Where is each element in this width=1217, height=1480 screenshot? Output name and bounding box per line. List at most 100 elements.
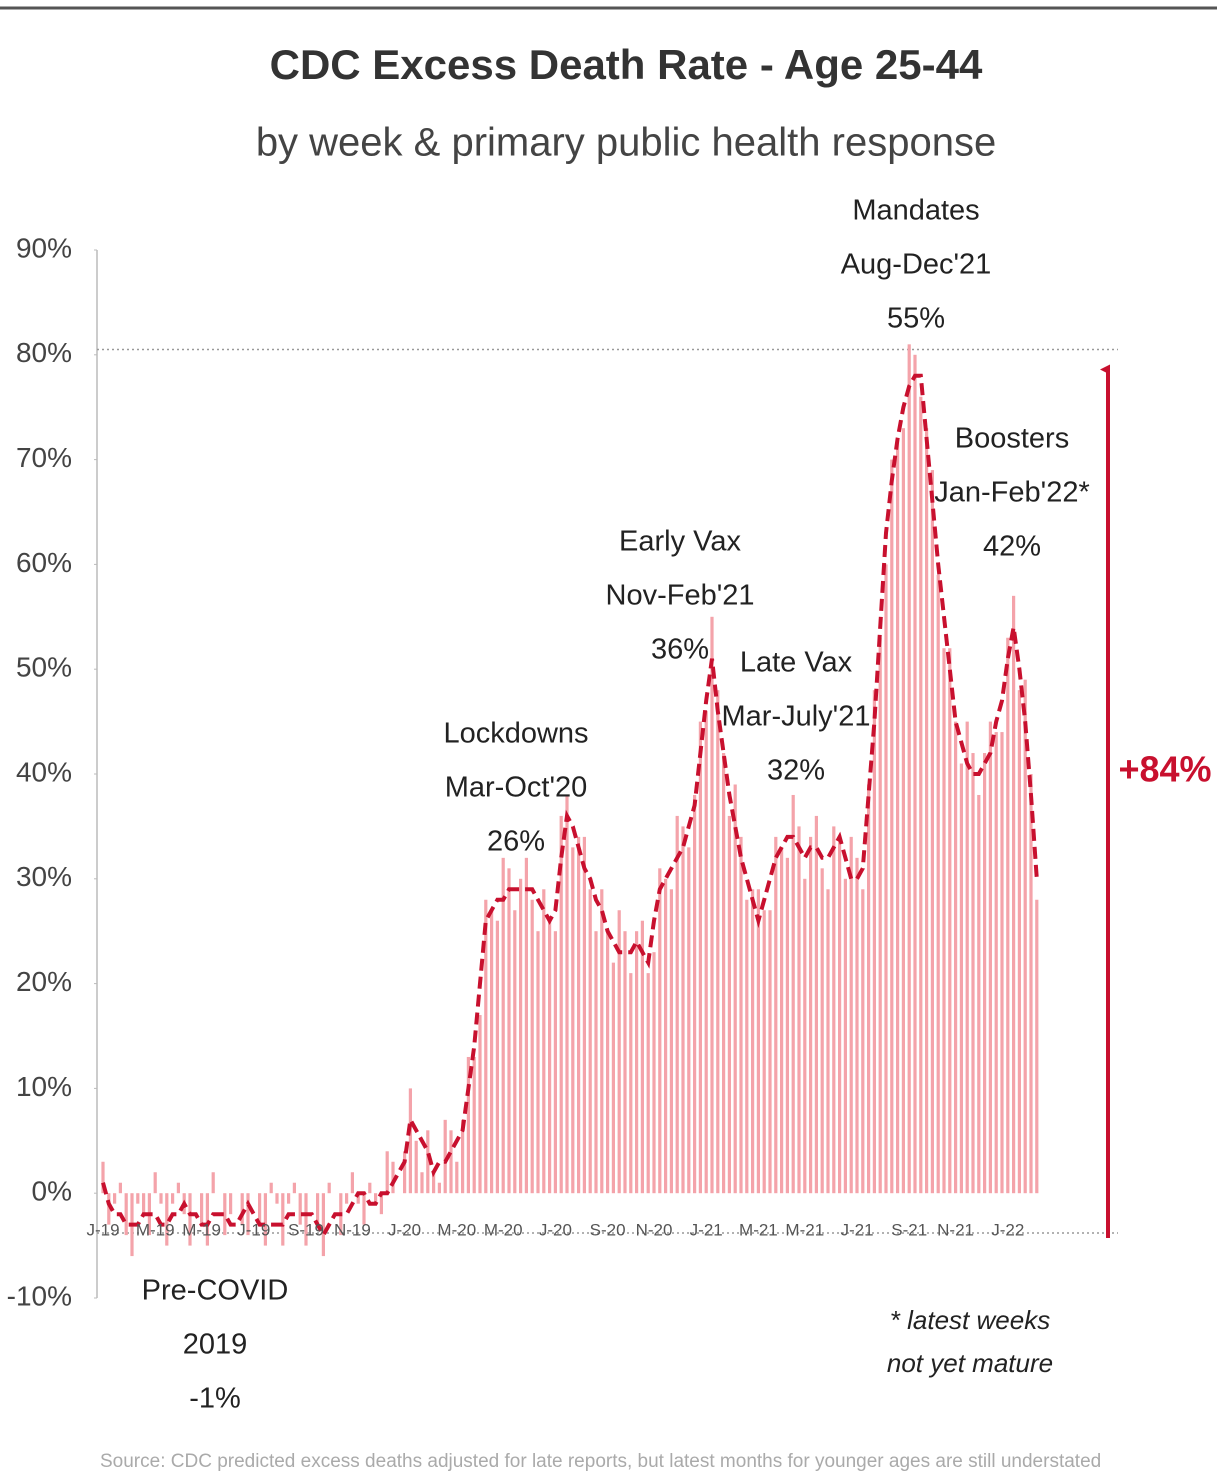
- footnote: * latest weeks: [890, 1305, 1050, 1335]
- x-tick-label: M-21: [785, 1221, 824, 1240]
- bar: [826, 889, 830, 1194]
- bar: [501, 857, 505, 1194]
- bar: [368, 1182, 372, 1194]
- bar: [356, 1193, 360, 1204]
- annotation: Pre-COVID: [142, 1275, 289, 1307]
- y-tick-label: 0%: [32, 1176, 72, 1207]
- bar: [693, 794, 697, 1194]
- bar: [1023, 679, 1027, 1194]
- bar: [669, 889, 673, 1194]
- bar: [408, 1088, 412, 1194]
- y-tick-label: 80%: [16, 337, 72, 368]
- bar: [391, 1161, 395, 1194]
- bar: [768, 910, 772, 1194]
- bar: [304, 1193, 308, 1246]
- x-tick-label: N-21: [937, 1221, 974, 1240]
- bar: [623, 931, 627, 1194]
- bar: [936, 574, 940, 1194]
- bar: [524, 857, 528, 1194]
- bar: [925, 428, 929, 1194]
- bar: [919, 396, 923, 1194]
- bar: [652, 952, 656, 1194]
- x-tick-label: M-21: [739, 1221, 778, 1240]
- annotation: 55%: [887, 303, 945, 335]
- annotation: Mar-Oct'20: [445, 772, 588, 804]
- bar: [785, 857, 789, 1194]
- bar: [954, 721, 958, 1194]
- bar: [617, 910, 621, 1194]
- y-tick-label: 50%: [16, 652, 72, 683]
- bar: [374, 1193, 378, 1204]
- bar: [1012, 595, 1016, 1194]
- bar: [107, 1193, 111, 1225]
- bar: [1000, 732, 1004, 1194]
- bar: [443, 1119, 447, 1194]
- bar: [136, 1193, 140, 1204]
- bar: [142, 1193, 146, 1215]
- bar: [466, 1056, 470, 1194]
- bar: [606, 931, 610, 1194]
- x-tick-label: M-19: [182, 1221, 221, 1240]
- bar: [327, 1182, 331, 1194]
- bar: [432, 1172, 436, 1194]
- x-tick-label: M-19: [136, 1221, 175, 1240]
- bar: [292, 1182, 296, 1194]
- bar: [832, 826, 836, 1194]
- bar: [275, 1193, 279, 1204]
- x-tick-label: J-19: [86, 1221, 119, 1240]
- bar: [890, 459, 894, 1194]
- bar: [867, 784, 871, 1194]
- bar: [698, 721, 702, 1194]
- bar: [611, 962, 615, 1194]
- bar: [878, 637, 882, 1194]
- bar: [745, 899, 749, 1194]
- bar: [959, 763, 963, 1194]
- bar: [658, 868, 662, 1194]
- bar: [762, 910, 766, 1194]
- y-tick-label: 70%: [16, 442, 72, 473]
- bar: [316, 1193, 320, 1225]
- bar: [205, 1193, 209, 1246]
- annotation: Late Vax: [740, 647, 853, 679]
- bar: [1006, 637, 1010, 1194]
- bar: [751, 889, 755, 1194]
- bar: [814, 815, 818, 1194]
- bar: [298, 1193, 302, 1225]
- bar: [907, 344, 911, 1194]
- bar: [536, 931, 540, 1194]
- bar: [942, 648, 946, 1194]
- bar: [739, 836, 743, 1194]
- bar: [176, 1182, 180, 1194]
- bar: [820, 868, 824, 1194]
- bar: [455, 1161, 459, 1194]
- y-tick-label: 90%: [16, 232, 72, 263]
- bar: [507, 868, 511, 1194]
- bar: [118, 1182, 122, 1194]
- annotation: Early Vax: [619, 526, 741, 558]
- bar: [553, 931, 557, 1194]
- x-tick-label: J-20: [388, 1221, 421, 1240]
- bar: [930, 470, 934, 1194]
- bar: [437, 1182, 441, 1194]
- bar: [490, 910, 494, 1194]
- bar: [385, 1151, 389, 1194]
- bar: [1029, 774, 1033, 1194]
- bar: [246, 1193, 250, 1236]
- bar: [901, 428, 905, 1194]
- annotation: Mandates: [852, 195, 979, 227]
- bar: [791, 794, 795, 1194]
- bar: [281, 1193, 285, 1246]
- bar: [774, 836, 778, 1194]
- bar: [449, 1130, 453, 1194]
- x-tick-label: N-19: [334, 1221, 371, 1240]
- bar: [948, 648, 952, 1194]
- annotation: 2019: [183, 1329, 248, 1361]
- annotation: 36%: [651, 634, 709, 666]
- bar: [1017, 690, 1021, 1194]
- bar: [588, 889, 592, 1194]
- bar: [965, 721, 969, 1194]
- bar: [495, 920, 499, 1194]
- bar: [872, 690, 876, 1194]
- bar: [704, 711, 708, 1194]
